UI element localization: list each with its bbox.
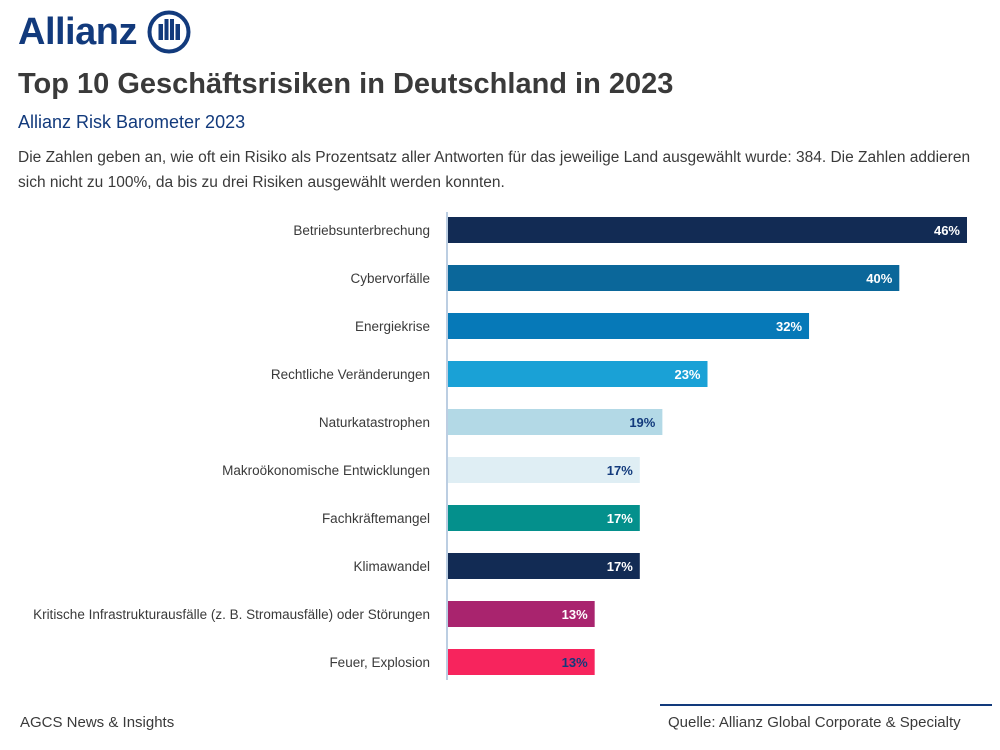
category-label: Fachkräftemangel	[322, 511, 430, 526]
data-label: 19%	[629, 415, 655, 430]
category-label: Rechtliche Veränderungen	[271, 367, 430, 382]
allianz-logo: Allianz	[18, 10, 191, 54]
category-label: Cybervorfälle	[350, 271, 430, 286]
footer-publisher: AGCS News & Insights	[20, 714, 175, 731]
category-label: Energiekrise	[355, 319, 430, 334]
bar	[448, 457, 640, 483]
category-label: Naturkatastrophen	[319, 415, 430, 430]
data-label: 13%	[562, 655, 588, 670]
data-label: 23%	[674, 367, 700, 382]
category-label: Feuer, Explosion	[329, 655, 430, 670]
logo-wordmark: Allianz	[18, 11, 137, 53]
data-label: 17%	[607, 559, 633, 574]
bar	[448, 265, 900, 291]
bar	[448, 409, 663, 435]
page-subtitle: Allianz Risk Barometer 2023	[18, 112, 246, 132]
data-label: 32%	[776, 319, 802, 334]
category-label: Betriebsunterbrechung	[293, 223, 430, 238]
category-label: Kritische Infrastrukturausfälle (z. B. S…	[33, 607, 430, 622]
bar	[448, 505, 640, 531]
category-label: Klimawandel	[353, 559, 430, 574]
data-label: 13%	[562, 607, 588, 622]
bar	[448, 217, 967, 243]
allianz-eagle-icon	[147, 10, 191, 54]
bar	[448, 601, 595, 627]
bar	[448, 361, 708, 387]
bar	[448, 649, 595, 675]
data-label: 40%	[866, 271, 892, 286]
category-label: Makroökonomische Entwicklungen	[222, 463, 430, 478]
page-title: Top 10 Geschäftsrisiken in Deutschland i…	[18, 68, 674, 100]
bar	[448, 553, 640, 579]
footer-source: Quelle: Allianz Global Corporate & Speci…	[668, 714, 961, 731]
data-label: 17%	[607, 463, 633, 478]
bar	[448, 313, 810, 339]
chart-description: Die Zahlen geben an, wie oft ein Risiko …	[18, 149, 971, 191]
bar-chart: Betriebsunterbrechung 46% Cybervorfälle 40%…	[33, 212, 967, 680]
data-label: 17%	[607, 511, 633, 526]
data-label: 46%	[934, 223, 960, 238]
footer-divider	[660, 704, 992, 706]
